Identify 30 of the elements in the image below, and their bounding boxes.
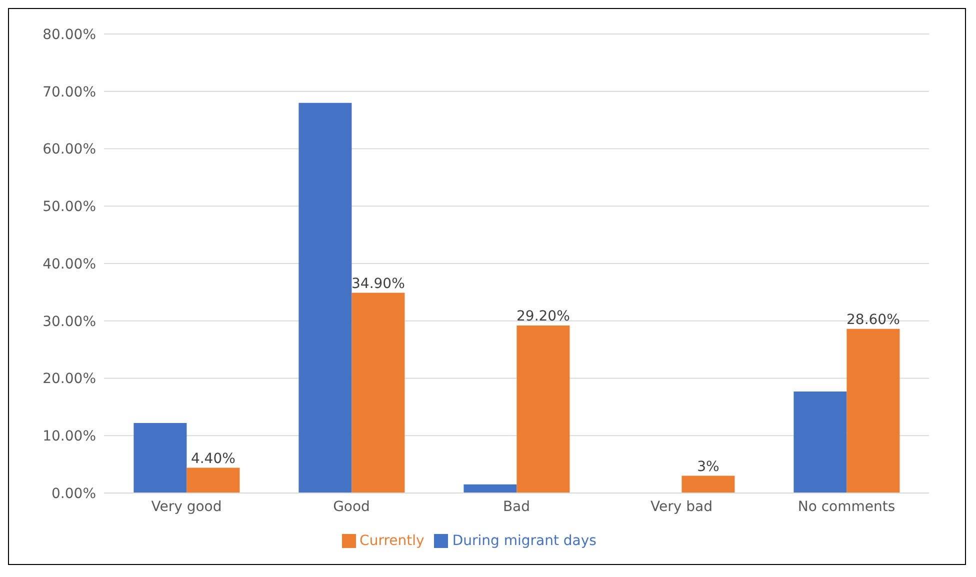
y-tick-label: 60.00% — [42, 142, 96, 158]
legend-label: Currently — [360, 533, 424, 549]
bar — [794, 391, 847, 493]
bar — [846, 328, 900, 493]
y-tick-label: 0.00% — [52, 486, 96, 502]
bar — [516, 325, 570, 493]
bar — [464, 484, 517, 493]
y-tick-label: 10.00% — [42, 428, 96, 445]
bar — [352, 292, 405, 493]
bar — [134, 423, 187, 493]
data-label: 29.20% — [516, 308, 570, 324]
bar — [298, 102, 352, 493]
bar — [682, 476, 735, 493]
y-tick-label: 20.00% — [42, 371, 96, 388]
y-tick-label: 30.00% — [42, 314, 96, 330]
x-tick-label: Good — [333, 498, 370, 515]
y-tick-label: 70.00% — [42, 84, 96, 100]
bar — [186, 468, 240, 493]
data-label: 34.90% — [352, 276, 405, 292]
y-tick-label: 40.00% — [42, 256, 96, 272]
x-tick-label: Bad — [502, 498, 530, 515]
y-tick-label: 50.00% — [42, 199, 96, 216]
data-label: 28.60% — [846, 312, 900, 328]
x-tick-label: No comments — [798, 498, 896, 515]
x-tick-label: Very good — [151, 498, 222, 515]
y-tick-label: 80.00% — [42, 26, 96, 43]
x-tick-label: Very bad — [650, 498, 712, 515]
legend-label: During migrant days — [452, 533, 596, 549]
data-label: 3% — [697, 458, 720, 475]
data-label: 4.40% — [190, 450, 236, 467]
